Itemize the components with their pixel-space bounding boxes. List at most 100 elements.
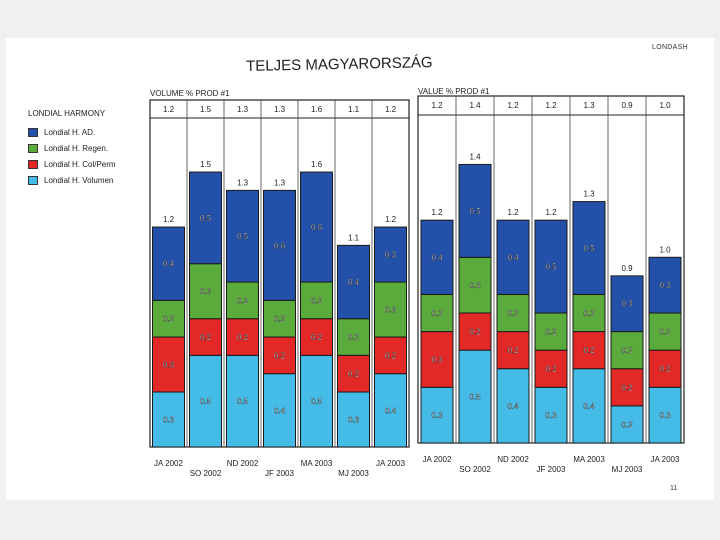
volume-bar-segment [300,281,333,320]
volume-segment-label: 0.3 [200,287,212,296]
volume-bar-segment [337,354,370,393]
value-segment-label: 0.5 [545,263,557,272]
volume-category-label: ND 2002 [227,459,259,468]
value-segment-label: 0.2 [431,309,443,318]
volume-segment-label: 0.4 [163,260,175,269]
value-bar-total-label: 1.2 [431,208,443,217]
volume-segment-label: 0.2 [311,333,323,342]
value-bar-segment [458,312,492,351]
legend-item: Londial H. AD. [28,124,116,140]
value-segment-label: 0.5 [469,393,481,402]
value-bar-segment [458,349,492,444]
value-category-label: ND 2002 [497,455,529,464]
volume-bar-segment [263,373,296,448]
volume-header-total: 1.1 [348,105,360,114]
legend-item: Londial H. Regen. [28,140,116,156]
value-segment-label: 0.3 [659,411,671,420]
legend: Londial H. AD. Londial H. Regen. Londial… [28,124,116,188]
volume-category-label: MJ 2003 [338,469,369,478]
volume-bar-total-label: 1.6 [311,160,323,169]
volume-header-total: 1.6 [311,105,323,114]
value-segment-label: 0.3 [431,411,443,420]
value-bar-total-label: 1.2 [507,208,519,217]
volume-segment-label: 0.3 [385,306,397,315]
value-bar-segment [610,368,644,407]
volume-bar-total-label: 1.5 [200,160,212,169]
legend-swatch [28,127,38,137]
value-header-total: 1.3 [583,101,595,110]
value-segment-label: 0.5 [583,244,595,253]
value-bar-segment [420,293,454,333]
value-segment-label: 0.3 [431,355,443,364]
value-bar-segment [458,256,492,314]
volume-segment-label: 0.5 [237,397,249,406]
volume-bar-segment [263,299,296,338]
value-category-label: MA 2003 [573,455,605,464]
legend-swatch [28,175,38,185]
volume-header-total: 1.3 [237,105,249,114]
value-bar-segment [496,293,530,333]
volume-segment-label: 0.3 [163,416,175,425]
value-bar-segment [648,312,682,351]
value-bar-segment [420,331,454,388]
value-bar-segment [610,331,644,370]
slide-frame-bottom [0,500,720,540]
volume-segment-label: 0.2 [348,333,360,342]
value-header-total: 1.4 [469,101,481,110]
value-bar-segment [648,349,682,388]
legend-label: Londial H. Regen. [44,143,109,153]
volume-category-label: JA 2002 [154,459,183,468]
volume-segment-label: 0.5 [200,214,212,223]
volume-bar-segment [300,171,333,283]
value-segment-label: 0.5 [469,207,481,216]
value-bar-segment [496,368,530,444]
volume-category-label: JA 2003 [376,459,405,468]
value-bar-total-label: 1.4 [469,152,481,161]
legend-item: Londial H. Col/Perm [28,156,116,172]
volume-segment-label: 0.2 [274,315,286,324]
value-category-label: JA 2002 [423,455,452,464]
volume-segment-label: 0.3 [163,361,175,370]
slide-frame-top [0,0,720,38]
volume-segment-label: 0.5 [237,232,249,241]
volume-segment-label: 0.4 [348,278,360,287]
volume-bar-segment [189,318,222,356]
value-segment-label: 0.2 [659,328,671,337]
value-segment-label: 0.3 [469,281,481,290]
value-bar-segment [534,312,568,351]
value-bar-total-label: 0.9 [621,264,633,273]
value-segment-label: 0.2 [545,365,557,374]
value-bar-total-label: 1.3 [583,190,595,199]
volume-bar-total-label: 1.2 [385,215,397,224]
volume-segment-label: 0.3 [385,251,397,260]
volume-category-label: JF 2003 [265,469,294,478]
volume-bar-total-label: 1.3 [274,178,286,187]
volume-bar-total-label: 1.2 [163,215,175,224]
value-category-label: SO 2002 [459,465,491,474]
value-bar-segment [420,386,454,444]
value-segment-label: 0.2 [507,309,519,318]
value-segment-label: 0.2 [621,420,633,429]
legend-label: Londial H. Volumen [44,175,114,185]
volume-header-total: 1.5 [200,105,212,114]
legend-label: Londial H. Col/Perm [44,159,116,169]
value-chart-title: VALUE % PROD #1 [418,87,490,96]
value-bar-segment [648,256,682,314]
volume-segment-label: 0.2 [237,296,249,305]
value-category-label: JA 2003 [651,455,680,464]
value-bar-segment [572,201,606,295]
value-bar-segment [572,331,606,370]
volume-header-total: 1.3 [274,105,286,114]
volume-segment-label: 0.2 [385,351,397,360]
value-bar-segment [534,386,568,444]
volume-bar-segment [189,171,222,265]
volume-bar-segment [337,244,370,320]
value-header-total: 1.2 [545,101,557,110]
value-bar-total-label: 1.2 [545,208,557,217]
value-segment-label: 0.4 [431,253,443,262]
value-segment-label: 0.2 [621,383,633,392]
value-segment-label: 0.2 [583,346,595,355]
volume-segment-label: 0.4 [385,406,397,415]
volume-segment-label: 0.4 [274,406,286,415]
